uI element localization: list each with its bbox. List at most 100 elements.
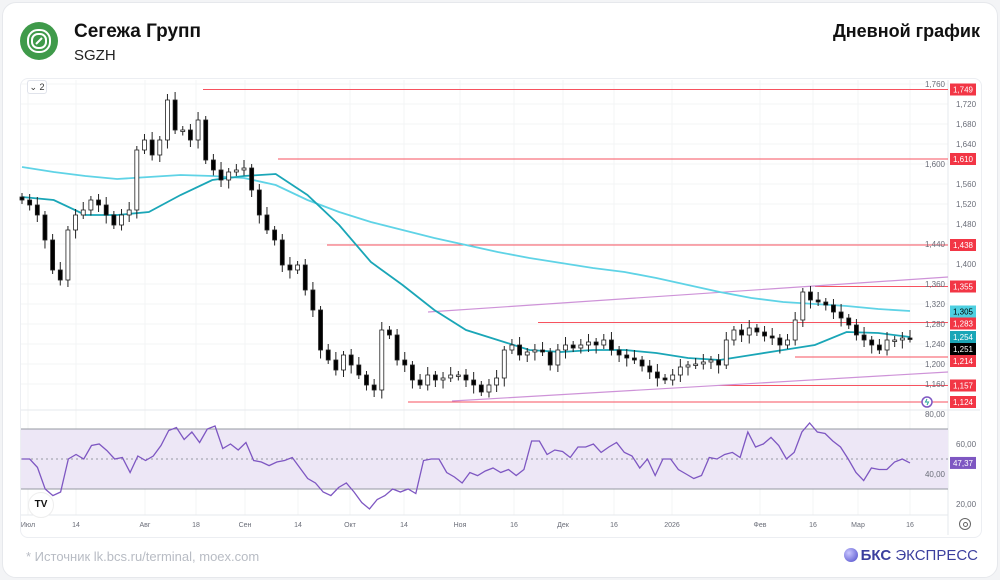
level-price-badge: 1,438: [950, 239, 976, 251]
time-tick-label: Фев: [754, 522, 767, 529]
candle: [34, 197, 40, 222]
price-tick-label: 1,240: [925, 340, 946, 349]
price-tick-label: 1,520: [956, 200, 977, 209]
candle-body: [876, 344, 882, 351]
candle-body: [180, 129, 186, 132]
candle-body: [494, 377, 500, 386]
candle: [838, 304, 844, 327]
candle-body: [808, 291, 813, 301]
candle-body: [42, 214, 48, 241]
candle-body: [892, 339, 898, 342]
candle: [723, 332, 729, 369]
candle: [88, 196, 94, 216]
time-tick-label: Сен: [239, 522, 252, 529]
candle: [731, 326, 737, 346]
candle: [126, 202, 132, 222]
candle-body: [80, 209, 86, 216]
price-tick-label: 1,720: [956, 100, 977, 109]
candle: [876, 339, 882, 354]
candle: [501, 346, 507, 387]
spiral-logo-icon: [27, 29, 51, 53]
candle-body: [210, 159, 216, 171]
candle: [861, 327, 867, 347]
candle-body: [662, 377, 668, 381]
candle: [310, 282, 316, 317]
candle-body: [364, 374, 369, 386]
level-price-badge: 1,214: [950, 355, 976, 367]
candle: [318, 306, 323, 359]
time-tick-label: 18: [192, 522, 200, 529]
candle: [808, 286, 813, 309]
candle: [348, 349, 354, 374]
price-tick-label: 1,640: [956, 140, 977, 149]
candle-body: [846, 317, 852, 326]
candle-body: [440, 377, 446, 381]
candle-body: [685, 364, 691, 368]
candle-body: [394, 334, 400, 361]
candle: [478, 381, 484, 396]
rsi-tick-label: 60,00: [956, 440, 977, 449]
lightning-icon: [924, 398, 930, 406]
settings-gear-icon[interactable]: [959, 518, 971, 530]
candle-body: [532, 349, 538, 353]
badge-text: 1,305: [953, 308, 974, 317]
candle-body: [73, 214, 78, 231]
badge-text: 1,157: [953, 382, 974, 391]
candle: [279, 234, 285, 272]
candle-body: [555, 349, 561, 366]
candle: [371, 379, 377, 397]
candle: [586, 334, 591, 352]
candle-body: [777, 337, 783, 346]
candle-body: [823, 301, 829, 306]
candle-body: [838, 311, 844, 319]
tradingview-logo[interactable]: TV: [28, 492, 54, 518]
badge-text: 1,251: [953, 345, 974, 354]
candle-body: [654, 371, 660, 379]
candle-body: [693, 363, 699, 366]
candle-body: [463, 374, 469, 381]
candle-body: [455, 374, 461, 377]
candle-body: [226, 171, 232, 181]
candle-body: [578, 344, 584, 349]
candle: [540, 342, 545, 356]
moving-average-line: [21, 173, 911, 361]
candle: [494, 370, 500, 392]
candle-body: [50, 239, 56, 271]
candle: [831, 299, 836, 319]
ma-slow-badge: 1,305: [950, 305, 976, 318]
candle-body: [233, 169, 239, 173]
candle-body: [517, 344, 522, 356]
candle: [387, 326, 392, 339]
candle-body: [616, 349, 622, 356]
candle: [333, 352, 339, 376]
chart-container[interactable]: [20, 78, 982, 538]
candle-body: [486, 384, 492, 393]
candle: [647, 360, 653, 379]
candle-body: [249, 167, 255, 191]
candle: [700, 354, 706, 370]
candle: [601, 334, 607, 349]
candle-body: [593, 341, 599, 346]
candle: [440, 372, 446, 389]
candle-body: [800, 291, 806, 321]
rsi-tick-label: 40,00: [925, 470, 946, 479]
candle: [846, 314, 852, 329]
candle: [157, 136, 163, 162]
collapse-indicators-button[interactable]: ⌄ 2: [27, 80, 47, 94]
rsi-tick-label: 80,00: [925, 410, 946, 419]
candle: [769, 328, 775, 345]
candle: [746, 320, 752, 344]
time-tick-label: 16: [510, 522, 518, 529]
rsi-band: [21, 429, 948, 489]
candle-body: [241, 167, 247, 171]
candle-body: [57, 269, 63, 281]
badge-text: 1,254: [953, 333, 974, 342]
level-price-badge: 1,610: [950, 153, 976, 165]
company-logo: [20, 22, 58, 60]
candle-body: [601, 339, 607, 346]
price-tick-label: 1,160: [925, 380, 946, 389]
candle: [341, 351, 346, 377]
channel-upper-line: [427, 276, 949, 313]
badge-bg: [950, 355, 976, 367]
